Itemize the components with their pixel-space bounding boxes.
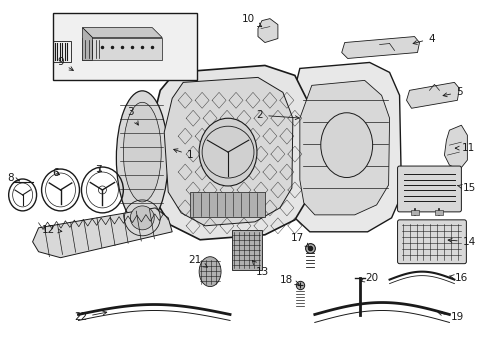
Text: 13: 13	[252, 261, 268, 276]
Polygon shape	[82, 37, 162, 60]
Polygon shape	[289, 62, 401, 232]
Ellipse shape	[199, 118, 256, 186]
Ellipse shape	[116, 91, 168, 225]
Bar	[435, 210, 443, 215]
Bar	[410, 210, 418, 215]
Bar	[52, 13, 197, 80]
Polygon shape	[444, 125, 467, 170]
Bar	[52, 41, 71, 62]
Text: 14: 14	[447, 237, 475, 247]
Text: 19: 19	[437, 311, 463, 323]
Text: 5: 5	[442, 87, 462, 97]
Text: 17: 17	[291, 233, 309, 247]
Text: 12: 12	[42, 225, 61, 235]
Text: 16: 16	[448, 273, 467, 283]
Circle shape	[130, 206, 154, 230]
Text: 9: 9	[57, 58, 73, 71]
Polygon shape	[258, 19, 277, 42]
Text: 4: 4	[412, 33, 434, 44]
Ellipse shape	[199, 257, 221, 287]
Text: 6: 6	[52, 168, 60, 178]
Ellipse shape	[123, 102, 161, 202]
Text: 21: 21	[188, 255, 207, 267]
Bar	[190, 192, 264, 217]
Text: 7: 7	[95, 165, 102, 175]
Ellipse shape	[320, 113, 372, 177]
Text: 8: 8	[7, 173, 20, 183]
Polygon shape	[341, 37, 419, 58]
Text: 3: 3	[127, 107, 138, 125]
Text: 15: 15	[456, 183, 475, 193]
Text: 11: 11	[454, 143, 474, 153]
Text: 2: 2	[256, 110, 299, 120]
Text: 20: 20	[360, 273, 377, 283]
Polygon shape	[82, 28, 92, 60]
Polygon shape	[82, 28, 162, 37]
Text: 10: 10	[241, 14, 261, 27]
Polygon shape	[299, 80, 389, 215]
Text: 18: 18	[280, 275, 299, 285]
Polygon shape	[33, 208, 172, 258]
Polygon shape	[150, 66, 309, 240]
Polygon shape	[164, 77, 292, 226]
FancyBboxPatch shape	[397, 220, 466, 264]
FancyBboxPatch shape	[397, 166, 461, 212]
Polygon shape	[406, 82, 458, 108]
Text: 1: 1	[173, 149, 193, 160]
Text: 22: 22	[74, 311, 106, 323]
Bar	[232, 230, 262, 270]
